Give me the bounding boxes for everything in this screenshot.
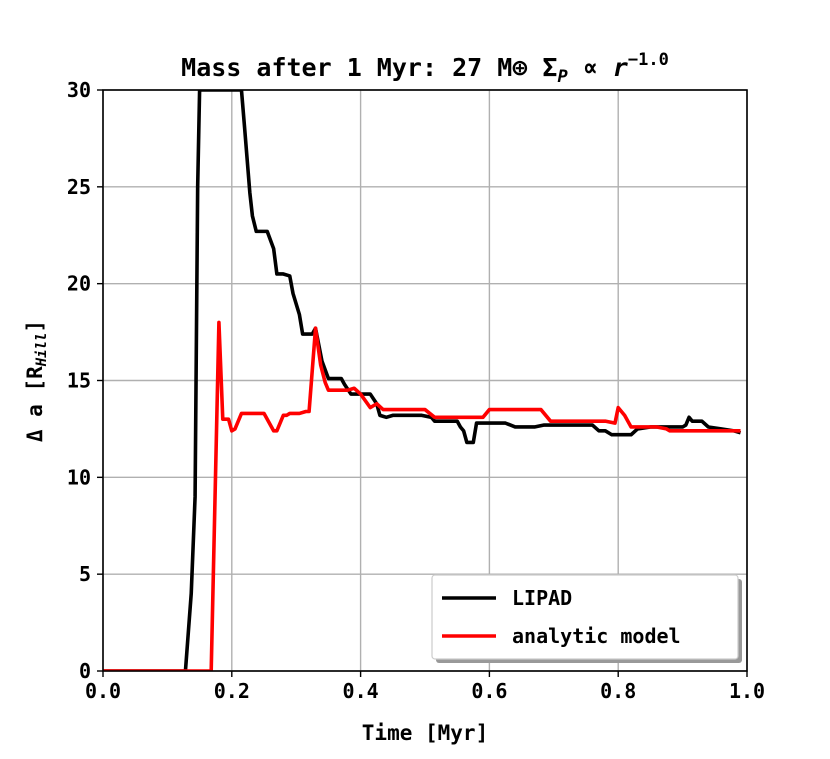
y-tick-label: 15 xyxy=(67,369,91,393)
y-tick-label: 0 xyxy=(79,659,91,683)
chart-title-main: Mass after 1 Myr: 27 M⊕ Σ xyxy=(181,53,557,82)
y-axis-title-end: ] xyxy=(23,320,47,333)
x-axis-title: Time [Myr] xyxy=(362,721,488,745)
chart-title-exponent: −1.0 xyxy=(628,50,669,70)
legend: LIPAD analytic model xyxy=(431,574,742,663)
legend-box xyxy=(431,574,739,660)
chart-title-proportional: ∝ xyxy=(568,53,613,82)
y-axis-title-main: Δ a [R xyxy=(23,366,47,442)
x-tick-label: 0.2 xyxy=(214,679,250,703)
x-tick-label: 0.4 xyxy=(343,679,379,703)
axis-ticks: 0.0 0.2 0.4 0.6 0.8 1.0 0 5 10 15 20 25 30 xyxy=(67,78,765,703)
y-tick-label: 10 xyxy=(67,465,91,489)
x-tick-label: 0.8 xyxy=(600,679,636,703)
y-tick-label: 5 xyxy=(79,562,91,586)
y-tick-label: 25 xyxy=(67,175,91,199)
y-axis-title: Δ a [RHill] xyxy=(23,320,50,442)
legend-label-lipad: LIPAD xyxy=(512,586,572,610)
x-tick-label: 1.0 xyxy=(729,679,765,703)
series-line-lipad xyxy=(103,90,742,671)
series-lines xyxy=(103,90,742,671)
chart-title-variable: r xyxy=(613,53,628,82)
chart-title: Mass after 1 Myr: 27 M⊕ ΣP ∝ r−1.0 xyxy=(181,50,669,87)
y-tick-label: 20 xyxy=(67,272,91,296)
chart-title-subscript: P xyxy=(557,67,568,87)
x-tick-label: 0.6 xyxy=(471,679,507,703)
x-tick-label: 0.0 xyxy=(85,679,121,703)
series-line-analytic-model xyxy=(103,320,741,671)
y-tick-label: 30 xyxy=(67,78,91,102)
legend-label-analytic-model: analytic model xyxy=(512,624,681,648)
y-axis-title-subscript: Hill xyxy=(34,333,50,368)
